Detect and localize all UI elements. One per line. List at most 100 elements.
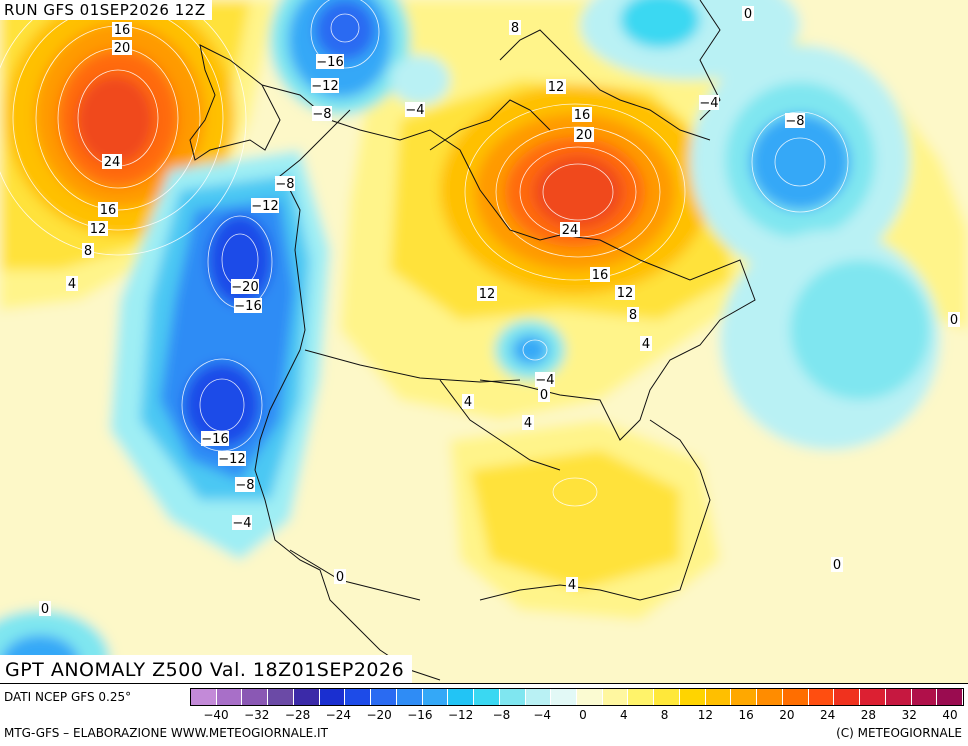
contour-label: −8	[785, 113, 805, 129]
contour-label: 4	[462, 394, 474, 410]
contour-label: −12	[218, 451, 246, 467]
legend-swatch	[551, 689, 578, 705]
svg-text:−12: −12	[311, 79, 338, 94]
borders	[274, 109, 521, 601]
legend-swatch	[474, 689, 500, 705]
svg-text:−8: −8	[275, 177, 294, 192]
legend-tick-label: 24	[820, 708, 836, 722]
contour-label: 20	[112, 40, 132, 56]
contour-label: 8	[82, 243, 94, 259]
svg-text:−20: −20	[231, 280, 258, 295]
legend-swatch	[602, 689, 629, 705]
legend-tick-label: 8	[660, 708, 669, 722]
legend-swatch	[191, 689, 217, 705]
svg-text:8: 8	[84, 244, 92, 259]
contour-label: 0	[742, 6, 754, 22]
svg-text:4: 4	[568, 578, 576, 593]
contour-label: 20	[574, 127, 594, 143]
svg-text:0: 0	[833, 558, 841, 573]
credit-text: MTG-GFS – ELABORAZIONE WWW.METEOGIORNALE…	[4, 726, 328, 740]
legend-tick-label: 16	[738, 708, 754, 722]
contour-label: −8	[275, 176, 295, 192]
legend-swatch	[293, 689, 320, 705]
legend-tick-label: −28	[284, 708, 311, 722]
legend-tick-label: −40	[203, 708, 229, 722]
contour-label: −8	[235, 477, 255, 493]
svg-text:−4: −4	[535, 373, 554, 388]
legend-tick-label: 40	[942, 708, 958, 722]
anomaly-field	[0, 0, 968, 683]
svg-text:0: 0	[41, 602, 49, 617]
contour-label: −20	[231, 279, 259, 295]
contour-label: 0	[39, 601, 51, 617]
legend-tick-label: 12	[697, 708, 713, 722]
svg-text:−8: −8	[312, 107, 331, 122]
footer: DATI NCEP GFS 0.25° −40 −32 −28 −24 −20 −16 −1…	[0, 683, 968, 746]
contour-label: 12	[477, 286, 497, 302]
coastlines	[189, 0, 756, 681]
legend-swatch	[577, 689, 603, 705]
contour-label: 24	[560, 222, 580, 238]
legend-tick-label: 4	[619, 708, 628, 722]
legend-tick-label: −24	[325, 708, 351, 722]
svg-text:16: 16	[100, 203, 117, 218]
contour-label: 0	[831, 557, 843, 573]
legend-swatch	[731, 689, 758, 705]
svg-text:4: 4	[68, 277, 76, 292]
svg-text:16: 16	[574, 108, 591, 123]
legend-swatch	[679, 689, 706, 705]
contour-label: −4	[405, 102, 425, 118]
data-source: DATI NCEP GFS 0.25°	[4, 690, 132, 704]
svg-text:−16: −16	[316, 55, 343, 70]
contour-label: −16	[316, 54, 344, 70]
svg-text:−16: −16	[234, 299, 261, 314]
contour-label: 16	[572, 107, 592, 123]
contour-label: 0	[334, 569, 346, 585]
svg-text:12: 12	[548, 80, 565, 95]
svg-text:0: 0	[540, 388, 548, 403]
legend-swatch	[808, 689, 835, 705]
anomaly-title: GPT ANOMALY Z500 Val. 18Z01SEP2026	[0, 655, 413, 684]
color-scale-legend	[190, 688, 964, 706]
legend-swatch	[371, 689, 397, 705]
contour-label: 8	[509, 20, 521, 36]
contour-label: −4	[232, 515, 252, 531]
contour-label: 12	[88, 221, 108, 237]
svg-text:−12: −12	[218, 452, 245, 467]
legend-tick-label: 32	[901, 708, 917, 722]
contour-label: 24	[102, 154, 122, 170]
svg-text:12: 12	[617, 286, 634, 301]
legend-swatch	[834, 689, 861, 705]
contour-label: −16	[201, 431, 229, 447]
legend-swatch	[705, 689, 732, 705]
run-title: RUN GFS 01SEP2026 12Z	[0, 0, 212, 20]
legend-swatch	[937, 689, 964, 705]
copyright-text: (C) METEOGIORNALE	[836, 726, 962, 740]
legend-tick-label: −12	[447, 708, 474, 722]
legend-swatch	[628, 689, 655, 705]
legend-swatch	[911, 689, 938, 705]
svg-text:4: 4	[642, 337, 650, 352]
contour-label: −16	[234, 298, 262, 314]
legend-tick-label: 0	[579, 708, 587, 722]
contour-label: −4	[699, 95, 719, 111]
contour-label: −12	[251, 198, 279, 214]
contour-label: −12	[311, 78, 339, 94]
svg-text:4: 4	[524, 416, 532, 431]
contour-label: 4	[66, 276, 78, 292]
contour-labels: 16 20 24 16 12 8 4 −16 −12 −8 −8 −12 −20 −16 −16 −12 −8 −…	[39, 6, 960, 617]
legend-swatch	[448, 689, 475, 705]
svg-text:−4: −4	[405, 103, 424, 118]
legend-swatch	[216, 689, 243, 705]
svg-text:12: 12	[90, 222, 107, 237]
legend-swatch	[396, 689, 423, 705]
svg-text:−4: −4	[699, 96, 718, 111]
contour-label: −4	[535, 372, 555, 388]
legend-swatch	[242, 689, 269, 705]
legend-tick-label: −16	[407, 708, 433, 722]
legend-tick-label: −32	[244, 708, 270, 722]
svg-text:−12: −12	[251, 199, 278, 214]
svg-text:24: 24	[562, 223, 579, 238]
legend-swatch	[525, 689, 552, 705]
svg-text:16: 16	[114, 23, 131, 38]
